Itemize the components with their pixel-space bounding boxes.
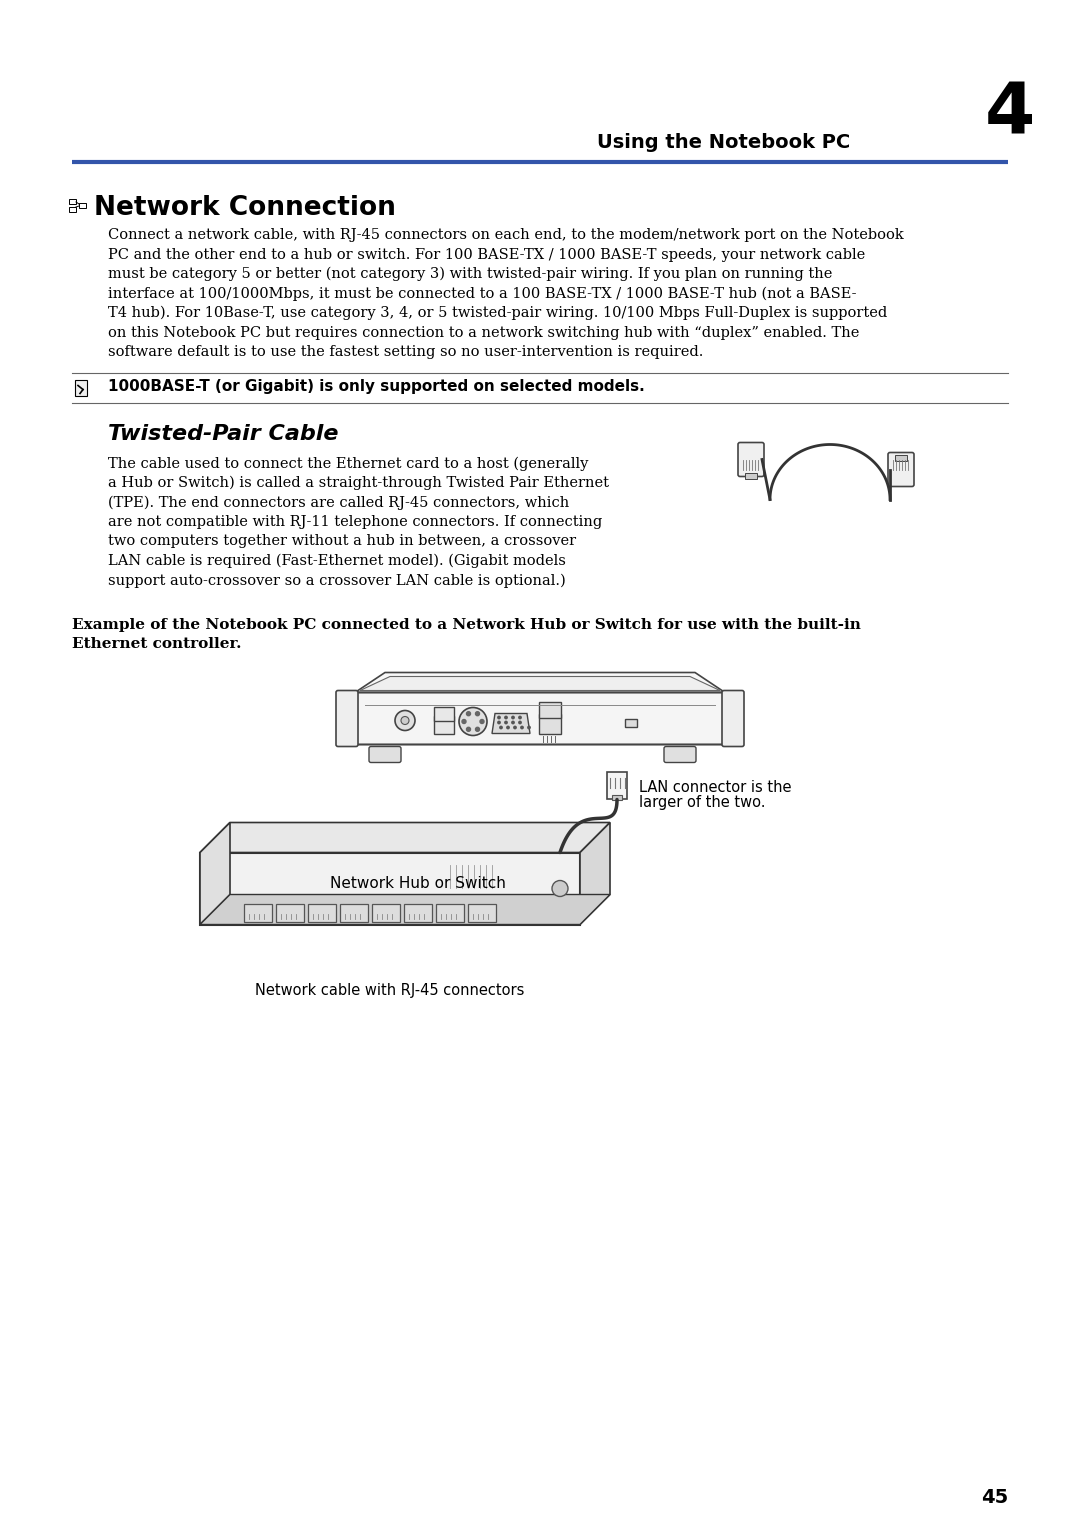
Circle shape (462, 720, 465, 723)
Circle shape (528, 726, 530, 729)
Polygon shape (360, 677, 720, 691)
FancyBboxPatch shape (276, 903, 303, 921)
Text: Network Hub or Switch: Network Hub or Switch (330, 876, 505, 891)
Circle shape (504, 721, 508, 724)
FancyBboxPatch shape (436, 903, 464, 921)
Polygon shape (492, 714, 530, 733)
FancyBboxPatch shape (434, 706, 454, 721)
Circle shape (518, 721, 522, 724)
FancyBboxPatch shape (340, 903, 368, 921)
Bar (895, 454, 907, 460)
Circle shape (475, 712, 480, 715)
FancyBboxPatch shape (404, 903, 432, 921)
Text: PC and the other end to a hub or switch. For 100 BASE-TX / 1000 BASE-T speeds, y: PC and the other end to a hub or switch.… (108, 248, 865, 261)
Polygon shape (355, 672, 725, 692)
Bar (79, 203, 86, 208)
Bar (69, 206, 76, 212)
Circle shape (507, 726, 509, 729)
Text: T4 hub). For 10Base-T, use category 3, 4, or 5 twisted-pair wiring. 10/100 Mbps : T4 hub). For 10Base-T, use category 3, 4… (108, 306, 888, 321)
Polygon shape (200, 894, 610, 924)
Polygon shape (200, 822, 230, 924)
Circle shape (498, 721, 500, 724)
FancyBboxPatch shape (244, 903, 272, 921)
Circle shape (512, 721, 514, 724)
Circle shape (395, 711, 415, 730)
Text: LAN connector is the: LAN connector is the (639, 781, 792, 796)
FancyBboxPatch shape (539, 714, 561, 733)
Circle shape (512, 717, 514, 718)
Circle shape (518, 717, 522, 718)
Text: Network Connection: Network Connection (94, 196, 396, 222)
Text: LAN cable is required (Fast-Ethernet model). (Gigabit models: LAN cable is required (Fast-Ethernet mod… (108, 555, 566, 568)
Text: interface at 100/1000Mbps, it must be connected to a 100 BASE-TX / 1000 BASE-T h: interface at 100/1000Mbps, it must be co… (108, 287, 856, 301)
Bar (625, 718, 637, 726)
Text: a Hub or Switch) is called a straight-through Twisted Pair Ethernet: a Hub or Switch) is called a straight-th… (108, 477, 609, 490)
FancyBboxPatch shape (434, 715, 454, 733)
Bar (745, 472, 757, 478)
Text: Network cable with RJ-45 connectors: Network cable with RJ-45 connectors (255, 983, 525, 998)
Bar (69, 199, 76, 205)
Text: 1000BASE-T (or Gigabit) is only supported on selected models.: 1000BASE-T (or Gigabit) is only supporte… (108, 379, 645, 394)
Text: Ethernet controller.: Ethernet controller. (72, 637, 242, 651)
Circle shape (500, 726, 502, 729)
FancyBboxPatch shape (723, 691, 744, 747)
Text: two computers together without a hub in between, a crossover: two computers together without a hub in … (108, 535, 576, 549)
Polygon shape (580, 822, 610, 924)
Text: must be category 5 or better (not category 3) with twisted-pair wiring. If you p: must be category 5 or better (not catego… (108, 267, 833, 281)
Text: are not compatible with RJ-11 telephone connectors. If connecting: are not compatible with RJ-11 telephone … (108, 515, 603, 529)
Bar (75, 379, 87, 396)
FancyBboxPatch shape (738, 443, 764, 477)
FancyBboxPatch shape (308, 903, 336, 921)
FancyBboxPatch shape (468, 903, 496, 921)
Text: support auto-crossover so a crossover LAN cable is optional.): support auto-crossover so a crossover LA… (108, 573, 566, 588)
Circle shape (514, 726, 516, 729)
Text: (TPE). The end connectors are called RJ-45 connectors, which: (TPE). The end connectors are called RJ-… (108, 495, 569, 510)
Polygon shape (200, 822, 610, 853)
Circle shape (552, 880, 568, 897)
Text: larger of the two.: larger of the two. (639, 795, 766, 810)
Circle shape (504, 717, 508, 718)
Text: on this Notebook PC but requires connection to a network switching hub with “dup: on this Notebook PC but requires connect… (108, 325, 860, 339)
FancyBboxPatch shape (336, 691, 357, 747)
Text: Using the Notebook PC: Using the Notebook PC (597, 133, 850, 151)
Bar (612, 795, 622, 799)
Text: software default is to use the fastest setting so no user-intervention is requir: software default is to use the fastest s… (108, 345, 703, 359)
Circle shape (467, 727, 471, 732)
FancyBboxPatch shape (607, 772, 627, 799)
FancyBboxPatch shape (888, 452, 914, 486)
Polygon shape (352, 692, 728, 744)
Circle shape (459, 707, 487, 735)
Text: The cable used to connect the Ethernet card to a host (generally: The cable used to connect the Ethernet c… (108, 457, 589, 471)
Text: 45: 45 (981, 1488, 1008, 1507)
Circle shape (467, 712, 471, 715)
Polygon shape (200, 853, 580, 924)
Circle shape (480, 720, 484, 723)
Circle shape (498, 717, 500, 718)
FancyBboxPatch shape (664, 747, 696, 762)
Circle shape (401, 717, 409, 724)
Text: 4: 4 (985, 79, 1036, 148)
Text: Twisted-Pair Cable: Twisted-Pair Cable (108, 425, 338, 445)
FancyBboxPatch shape (539, 701, 561, 718)
Text: Example of the Notebook PC connected to a Network Hub or Switch for use with the: Example of the Notebook PC connected to … (72, 617, 861, 631)
Circle shape (521, 726, 523, 729)
FancyBboxPatch shape (369, 747, 401, 762)
Text: Connect a network cable, with RJ-45 connectors on each end, to the modem/network: Connect a network cable, with RJ-45 conn… (108, 228, 904, 241)
Circle shape (475, 727, 480, 732)
FancyBboxPatch shape (372, 903, 400, 921)
